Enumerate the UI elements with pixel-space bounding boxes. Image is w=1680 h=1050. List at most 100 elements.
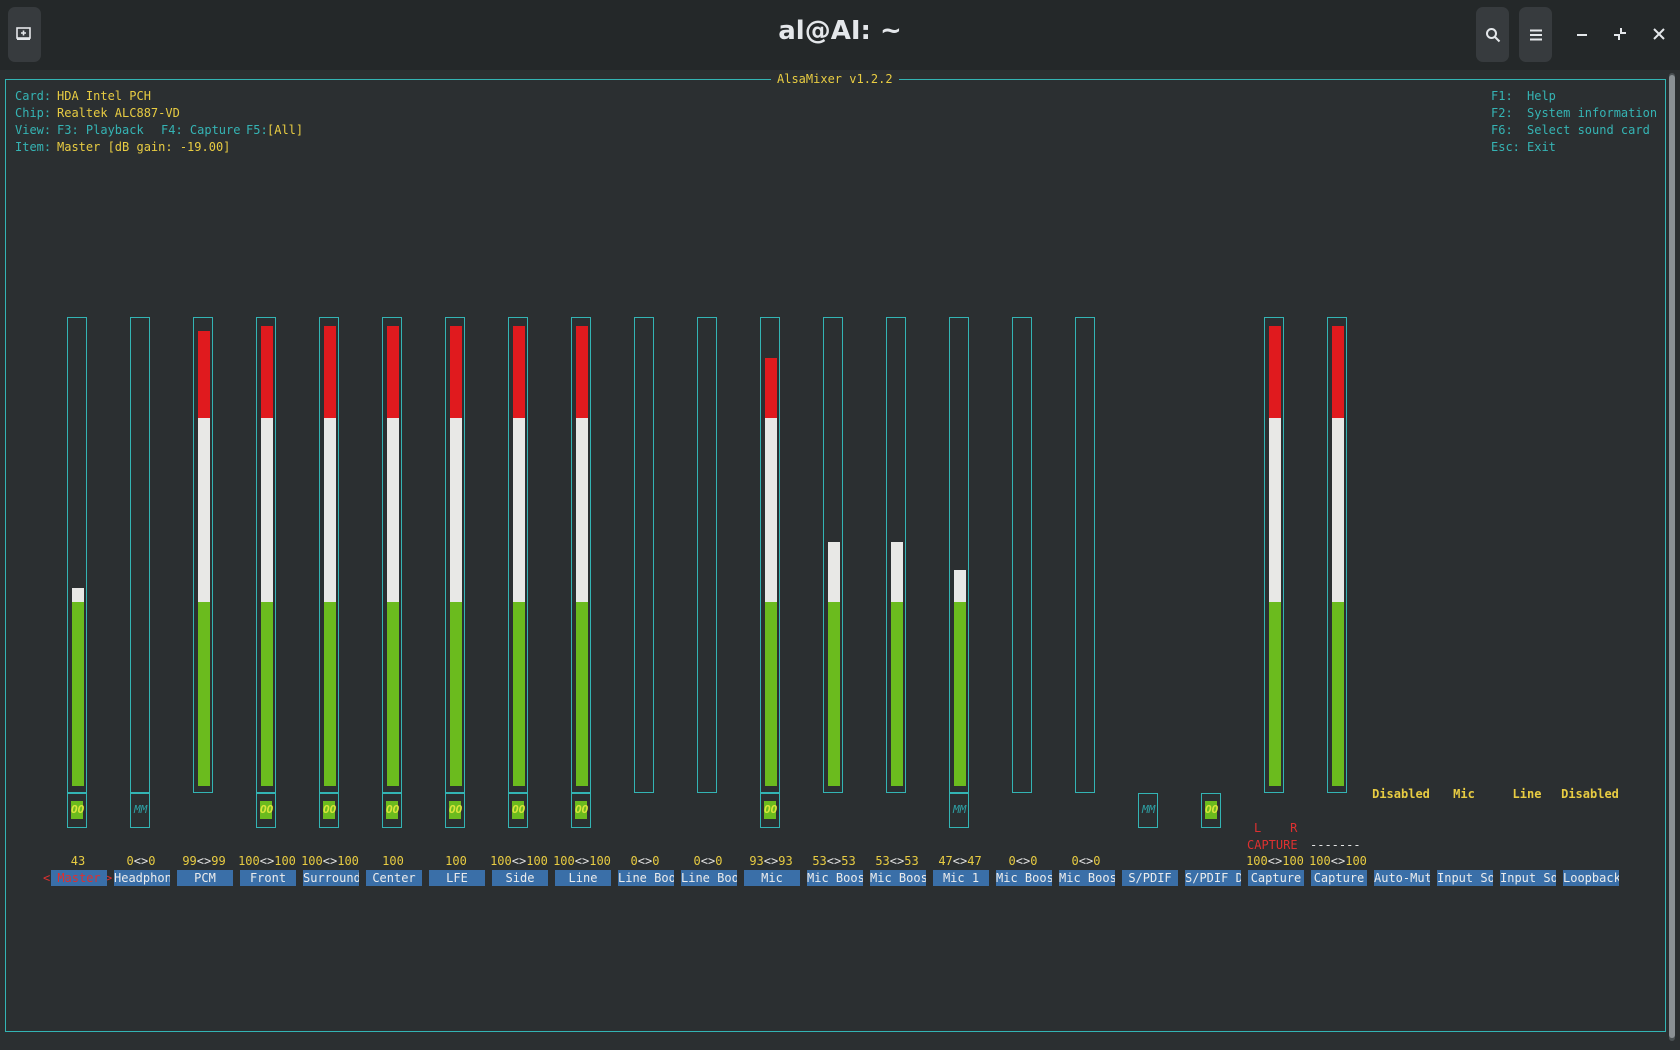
- volume-value: 100<>100: [238, 854, 296, 868]
- new-tab-button[interactable]: [8, 7, 41, 62]
- view-f5-all[interactable]: [All]: [267, 123, 304, 137]
- mute-switch[interactable]: OO: [445, 793, 465, 828]
- terminal-scrollbar-thumb[interactable]: [1669, 75, 1675, 1038]
- chip-label: Chip:: [15, 106, 52, 120]
- volume-bar[interactable]: [571, 317, 591, 793]
- mute-switch-state: OO: [386, 801, 399, 819]
- channel-label[interactable]: S/PDIF D: [1185, 870, 1241, 886]
- help-f2-text[interactable]: System information: [1527, 106, 1658, 120]
- volume-bar[interactable]: [508, 317, 528, 793]
- level-fill-white: [324, 418, 336, 602]
- mute-switch[interactable]: OO: [319, 793, 339, 828]
- channel-label[interactable]: Mic Boos: [996, 870, 1052, 886]
- card-value: HDA Intel PCH: [57, 89, 151, 103]
- mute-switch[interactable]: OO: [508, 793, 528, 828]
- channel-label[interactable]: Center: [366, 870, 422, 886]
- channel-label[interactable]: Mic: [744, 870, 800, 886]
- level-fill-red: [1269, 326, 1281, 418]
- level-fill-green: [891, 602, 903, 786]
- level-fill-red: [765, 358, 777, 418]
- channel-label[interactable]: Side: [492, 870, 548, 886]
- volume-value: 93<>93: [749, 854, 793, 868]
- help-esc-text[interactable]: Exit: [1527, 140, 1556, 154]
- card-label: Card:: [15, 89, 52, 103]
- level-fill-red: [324, 326, 336, 418]
- level-fill-red: [1332, 326, 1344, 418]
- volume-bar[interactable]: [886, 317, 906, 793]
- mute-switch[interactable]: OO: [571, 793, 591, 828]
- channel-label[interactable]: S/PDIF: [1122, 870, 1178, 886]
- volume-bar[interactable]: [67, 317, 87, 793]
- volume-bar[interactable]: [319, 317, 339, 793]
- channel-label[interactable]: Mic Boos: [870, 870, 926, 886]
- channel-label[interactable]: Line Boo: [618, 870, 674, 886]
- menu-button[interactable]: [1519, 7, 1552, 62]
- level-fill-green: [576, 602, 588, 786]
- restore-button[interactable]: [1610, 24, 1630, 44]
- volume-bar[interactable]: [697, 317, 717, 793]
- volume-bar[interactable]: [634, 317, 654, 793]
- channel-label[interactable]: Capture: [1311, 870, 1367, 886]
- volume-bar[interactable]: [760, 317, 780, 793]
- channel-label[interactable]: Headphon: [114, 870, 170, 886]
- volume-bar[interactable]: [130, 317, 150, 793]
- minimize-button[interactable]: [1572, 24, 1592, 44]
- mute-switch-state: OO: [260, 801, 273, 819]
- view-f4-capture[interactable]: F4: Capture: [161, 123, 241, 137]
- level-fill-red: [513, 326, 525, 418]
- volume-bar[interactable]: [382, 317, 402, 793]
- volume-bar[interactable]: [1264, 317, 1284, 793]
- mute-switch[interactable]: OO: [67, 793, 87, 828]
- channel-label[interactable]: Line Boo: [681, 870, 737, 886]
- search-button[interactable]: [1476, 7, 1509, 62]
- close-button[interactable]: [1649, 24, 1669, 44]
- volume-bar[interactable]: [823, 317, 843, 793]
- level-fill-green: [198, 602, 210, 786]
- volume-bar[interactable]: [949, 317, 969, 793]
- volume-value: 0<>0: [630, 854, 660, 868]
- level-fill-green: [1332, 602, 1344, 786]
- level-fill-green: [954, 602, 966, 786]
- channel-label[interactable]: Master: [51, 870, 107, 886]
- level-fill-red: [576, 326, 588, 418]
- mute-switch[interactable]: OO: [256, 793, 276, 828]
- mute-switch[interactable]: OO: [1201, 793, 1221, 828]
- help-f6-key: F6:: [1491, 123, 1513, 137]
- level-fill-white: [891, 542, 903, 602]
- volume-bar[interactable]: [1075, 317, 1095, 793]
- channel-label[interactable]: Capture: [1248, 870, 1304, 886]
- volume-value: 53<>53: [875, 854, 919, 868]
- volume-bar[interactable]: [256, 317, 276, 793]
- volume-bar[interactable]: [1327, 317, 1347, 793]
- mute-switch[interactable]: MM: [949, 793, 969, 828]
- volume-bar[interactable]: [445, 317, 465, 793]
- channel-label[interactable]: Loopback: [1563, 870, 1619, 886]
- volume-bar[interactable]: [1012, 317, 1032, 793]
- mute-switch[interactable]: OO: [760, 793, 780, 828]
- channel-label[interactable]: Input So: [1500, 870, 1556, 886]
- view-f3-playback[interactable]: F3: Playback: [57, 123, 144, 137]
- mute-switch[interactable]: MM: [130, 793, 150, 828]
- volume-bar[interactable]: [193, 317, 213, 793]
- channel-label[interactable]: Surround: [303, 870, 359, 886]
- view-f5-label[interactable]: F5:: [246, 123, 268, 137]
- channel-label[interactable]: Mic Boos: [807, 870, 863, 886]
- level-fill-red: [387, 326, 399, 418]
- chip-value: Realtek ALC887-VD: [57, 106, 180, 120]
- mute-switch[interactable]: OO: [382, 793, 402, 828]
- help-f1-text[interactable]: Help: [1527, 89, 1556, 103]
- channel-label[interactable]: Mic Boos: [1059, 870, 1115, 886]
- help-f6-text[interactable]: Select sound card: [1527, 123, 1650, 137]
- channel-label[interactable]: LFE: [429, 870, 485, 886]
- window-title: al@AI: ~: [778, 16, 902, 46]
- channel-label[interactable]: Front: [240, 870, 296, 886]
- channel-label[interactable]: PCM: [177, 870, 233, 886]
- channel-label[interactable]: Mic 1: [933, 870, 989, 886]
- level-fill-green: [513, 602, 525, 786]
- level-fill-green: [450, 602, 462, 786]
- close-icon: [1653, 28, 1665, 40]
- channel-label[interactable]: Auto-Mut: [1374, 870, 1430, 886]
- channel-label[interactable]: Input So: [1437, 870, 1493, 886]
- mute-switch[interactable]: MM: [1138, 793, 1158, 828]
- channel-label[interactable]: Line: [555, 870, 611, 886]
